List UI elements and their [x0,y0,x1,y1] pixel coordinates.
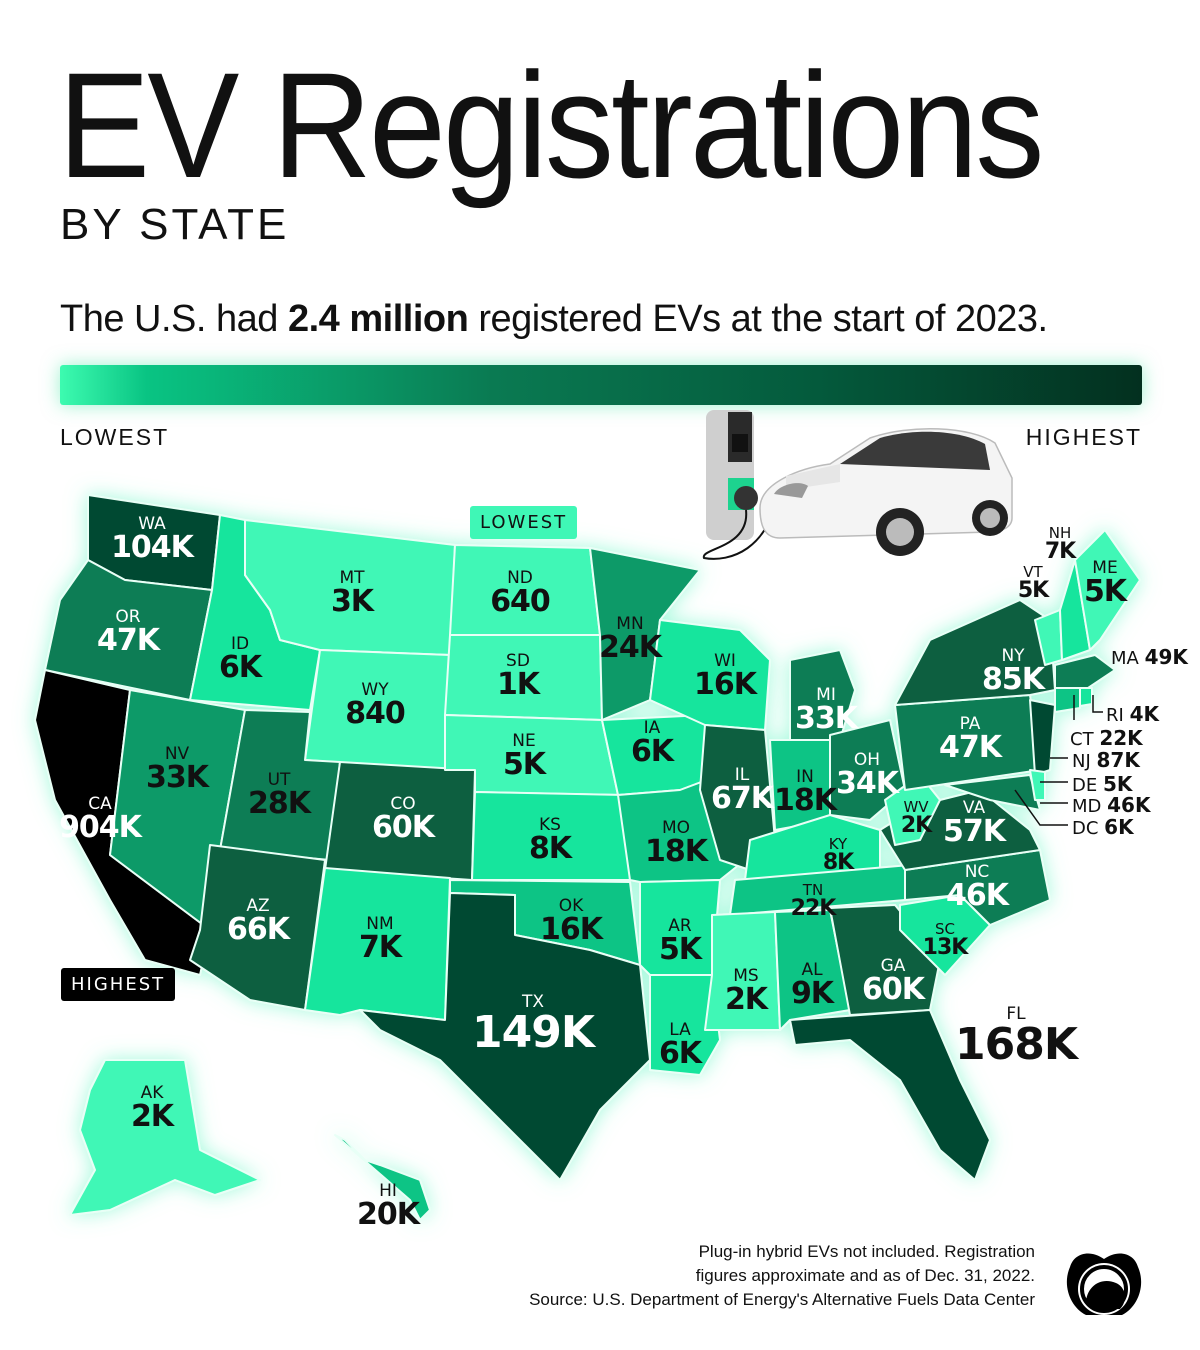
label-NH: NH 7K [1044,524,1076,564]
label-HI: HI 20K [357,1181,420,1232]
state-MA [1054,654,1116,691]
state-HI [334,1134,431,1221]
page-subtitle: BY STATE [60,200,290,249]
callout-MD: MD 46K [1072,793,1151,817]
page-title: EV Registrations [58,41,1044,209]
label-NY: NY 85K [982,646,1045,697]
lead-highlight: 2.4 million [287,298,469,340]
map-lowest-tag: LOWEST [470,506,578,539]
publisher-logo-icon [1062,1245,1146,1325]
label-TX: TX 149K [472,992,595,1058]
label-OK: OK 16K [540,896,603,947]
state-AK [69,1059,261,1216]
label-ID: ID 6K [218,634,262,685]
label-WA: WA 104K [111,514,194,565]
label-NM: NM 7K [358,914,402,965]
label-CO: CO 60K [372,794,435,845]
label-WV: WV 2K [900,798,932,838]
label-CA: CA 904K [59,794,142,845]
callout-RI: RI 4K [1106,702,1159,726]
label-MN: MN 24K [599,614,662,665]
callout-NJ: NJ 87K [1072,748,1140,772]
label-OH: OH 34K [836,750,899,801]
callout-CT: CT 22K [1070,726,1143,750]
scale-low-label: LOWEST [60,424,170,450]
label-GA: GA 60K [862,956,925,1007]
charging-station-icon [702,410,777,560]
state-MS [704,911,781,1031]
leader-lines [1014,695,1103,826]
label-LA: LA 6K [658,1020,702,1071]
label-FL: FL 168K [955,1004,1078,1070]
scale-high-label: HIGHEST [1025,424,1142,450]
state-RI [1079,687,1093,707]
label-VT: VT 5K [1017,563,1049,603]
label-IN: IN 18K [774,767,837,818]
label-WI: WI 16K [694,651,757,702]
label-UT: UT 28K [248,770,311,821]
callout-DE: DE 5K [1072,772,1133,796]
label-MT: MT 3K [330,568,374,619]
label-IA: IA 6K [630,718,674,769]
state-FL [789,1009,991,1181]
color-scale-bar [60,365,1142,405]
label-KY: KY 8K [822,835,854,875]
state-MD [944,774,1041,811]
state-LA [649,974,721,1076]
callout-DC: DC 6K [1072,815,1134,839]
label-MI: MI 33K [795,685,858,736]
label-VA: VA 57K [943,798,1006,849]
label-AL: AL 9K [790,960,834,1011]
map-highest-tag: HIGHEST [61,968,176,1001]
footnote-line-2: figures approximate and as of Dec. 31, 2… [695,1266,1035,1285]
state-KY [744,814,881,881]
lead-text: The U.S. had 2.4 million registered EVs … [60,298,1048,341]
label-NV: NV 33K [146,744,209,795]
lead-pre: The U.S. had [60,298,288,340]
label-NC: NC 46K [946,862,1009,913]
state-AZ [189,844,326,1011]
label-AR: AR 5K [658,916,702,967]
label-AZ: AZ 66K [227,896,290,947]
label-TN: TN 22K [790,881,837,921]
state-DE [1029,769,1046,801]
label-IL: IL 67K [711,765,774,816]
footnote: Plug-in hybrid EVs not included. Registr… [529,1240,1035,1312]
state-NJ [1029,699,1056,776]
footnote-line-1: Plug-in hybrid EVs not included. Registr… [698,1242,1035,1261]
label-ME: ME 5K [1083,558,1127,609]
label-MS: MS 2K [724,966,768,1017]
state-AL [774,909,851,1031]
source-text: Source: U.S. Department of Energy's Alte… [529,1290,1035,1309]
label-PA: PA 47K [939,714,1002,765]
label-OR: OR 47K [97,607,160,658]
lead-post: registered EVs at the start of 2023. [468,298,1048,340]
callout-MA: MA 49K [1111,645,1188,669]
label-SC: SC 13K [922,920,969,960]
label-ND: ND 640 [490,568,551,619]
state-ME [1074,529,1141,651]
ev-charging-car-illustration [690,398,1020,568]
state-MI [789,649,856,741]
label-SD: SD 1K [496,651,540,702]
state-CT [1054,687,1081,713]
label-WY: WY 840 [345,680,406,731]
state-TX [359,892,651,1181]
white-car-icon [759,428,1013,556]
label-KS: KS 8K [528,815,572,866]
label-MO: MO 18K [645,818,708,869]
label-NE: NE 5K [502,731,546,782]
label-AK: AK 2K [130,1083,174,1134]
